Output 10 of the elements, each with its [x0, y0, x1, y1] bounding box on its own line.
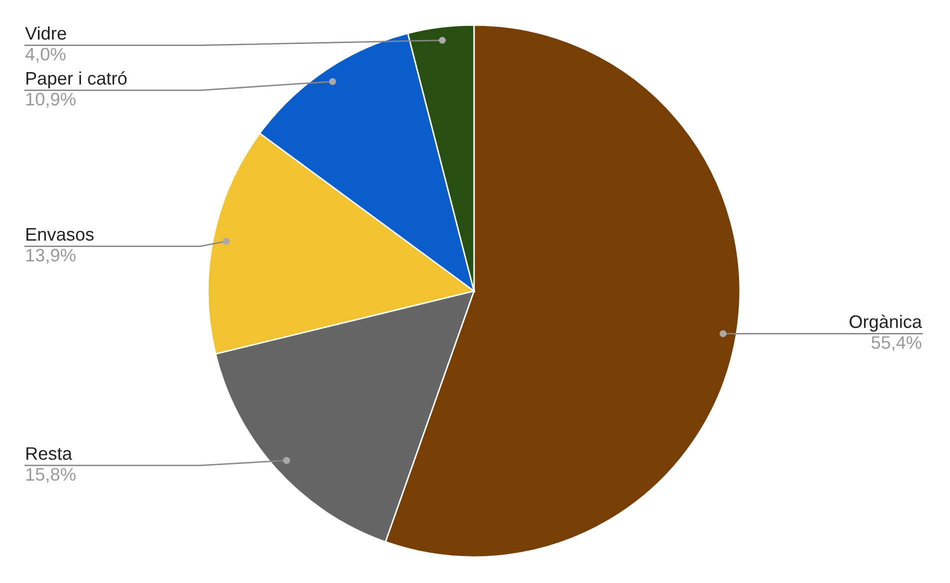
slice-label: Vidre: [25, 26, 66, 40]
data-label: 55,4%: [872, 336, 922, 352]
slice-label: Resta: [26, 447, 72, 460]
slice-label: Envasos: [26, 228, 94, 241]
data-label: 10,9%: [26, 92, 76, 108]
slice-label: Orgànica: [850, 314, 922, 332]
data-label: 4,0%: [25, 48, 66, 63]
slice-label: Paper i catró: [26, 71, 127, 88]
data-label: 13,9%: [26, 248, 76, 264]
data-label: 15,8%: [26, 468, 76, 483]
